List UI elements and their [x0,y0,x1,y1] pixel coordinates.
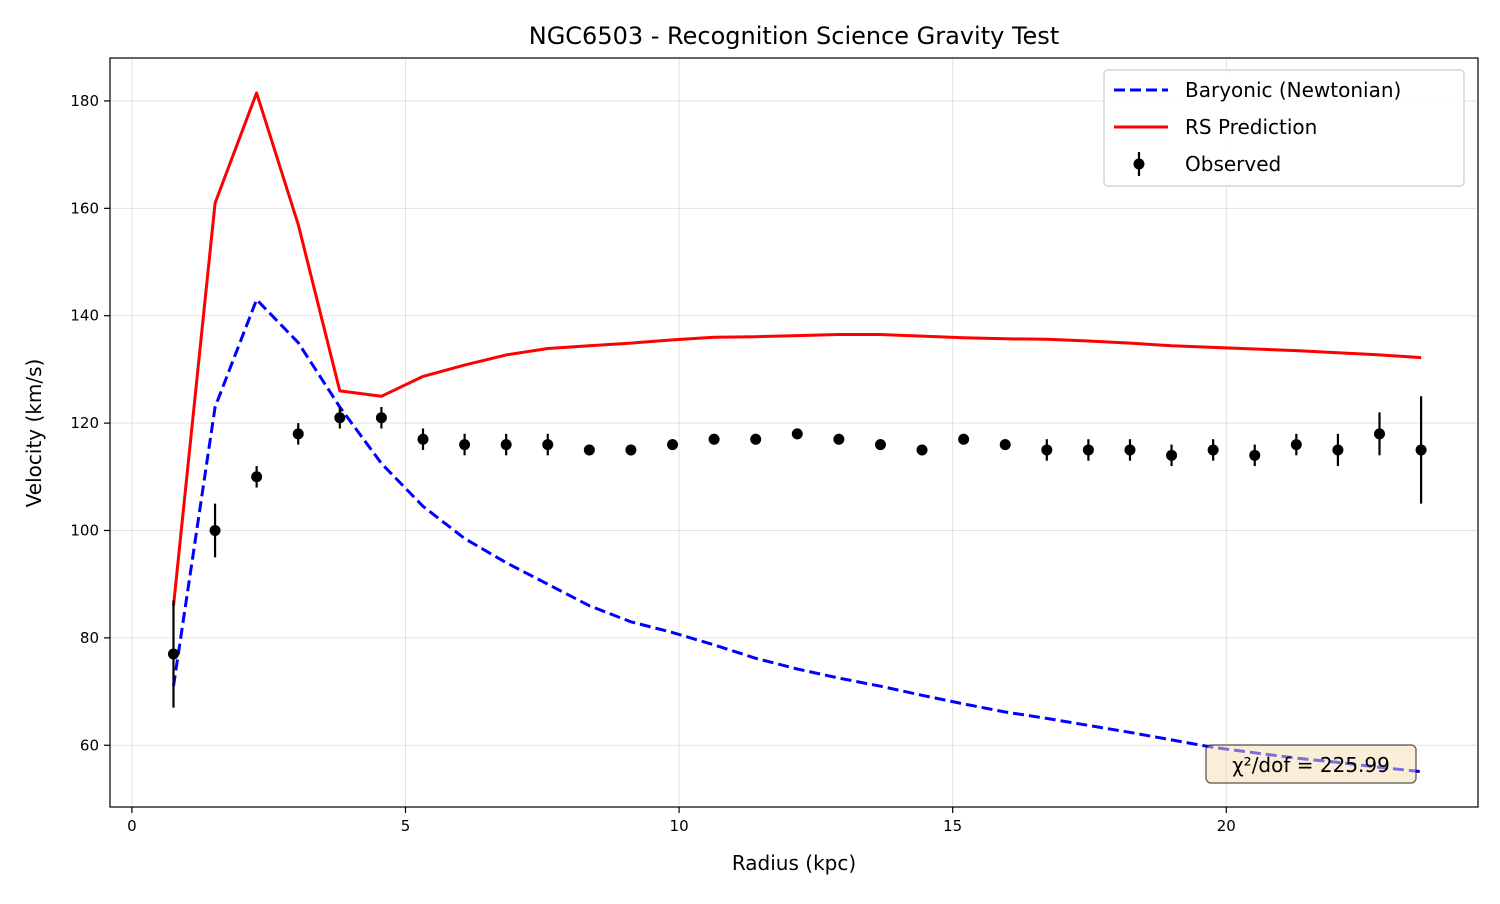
y-tick-label: 120 [70,414,99,432]
observed-point [833,433,845,445]
x-tick-label: 15 [943,817,962,835]
observed-point [1290,439,1302,451]
x-axis-label: Radius (kpc) [732,851,856,875]
observed-point [1374,428,1386,440]
grid [110,58,1478,807]
observed-point [708,433,720,445]
y-tick-label: 180 [70,92,99,110]
observed-point [1332,444,1344,456]
observed-point [625,444,637,456]
observed-point [750,433,762,445]
chi-square-annotation: χ²/dof = 225.99 [1205,744,1417,784]
legend: Baryonic (Newtonian) RS Prediction Obser… [1103,69,1465,187]
plot-frame [109,57,1479,808]
y-axis-label: Velocity (km/s) [22,359,46,508]
observed-point [916,444,928,456]
observed-point [1415,444,1427,456]
observed-point [251,471,263,483]
y-tick-label: 160 [70,199,99,217]
legend-label-rs: RS Prediction [1185,115,1317,139]
observed-point [542,439,554,451]
rs-prediction-line [172,91,1422,606]
observed-point [334,412,346,424]
y-tick-label: 80 [80,629,99,647]
legend-label-observed: Observed [1185,152,1281,176]
y-tick-label: 140 [70,307,99,325]
x-tick-label: 20 [1217,817,1236,835]
observed-point [958,433,970,445]
legend-box [1103,69,1465,187]
observed-point [1041,444,1053,456]
observed-point [417,433,429,445]
y-tick-label: 100 [70,521,99,539]
observed-point [999,439,1011,451]
observed-point [1166,449,1178,461]
legend-swatch-observed-marker [1133,158,1145,170]
observed-point [1082,444,1094,456]
observed-point [1249,449,1261,461]
observed-point [167,648,179,660]
baryonic-line [172,298,1422,774]
observed-point [500,439,512,451]
x-tick-label: 5 [401,817,411,835]
observed-point [1124,444,1136,456]
observed-point [375,412,387,424]
x-tick-label: 0 [127,817,137,835]
observed-point [583,444,595,456]
observed-point [791,428,803,440]
axes-ticks: 0 5 10 15 20 60 80 100 120 140 160 180 [70,92,1235,835]
observed-point [667,439,679,451]
observed-point [874,439,886,451]
legend-label-baryonic: Baryonic (Newtonian) [1185,78,1401,102]
y-tick-label: 60 [80,736,99,754]
x-tick-label: 10 [670,817,689,835]
chi-square-text: χ²/dof = 225.99 [1232,753,1390,777]
observed-point [292,428,304,440]
plot-area [167,91,1427,774]
observed-point [1207,444,1219,456]
observed-point [209,524,221,536]
observed-point [459,439,471,451]
chart-title: NGC6503 - Recognition Science Gravity Te… [529,22,1059,50]
annotation-box [1205,744,1417,784]
